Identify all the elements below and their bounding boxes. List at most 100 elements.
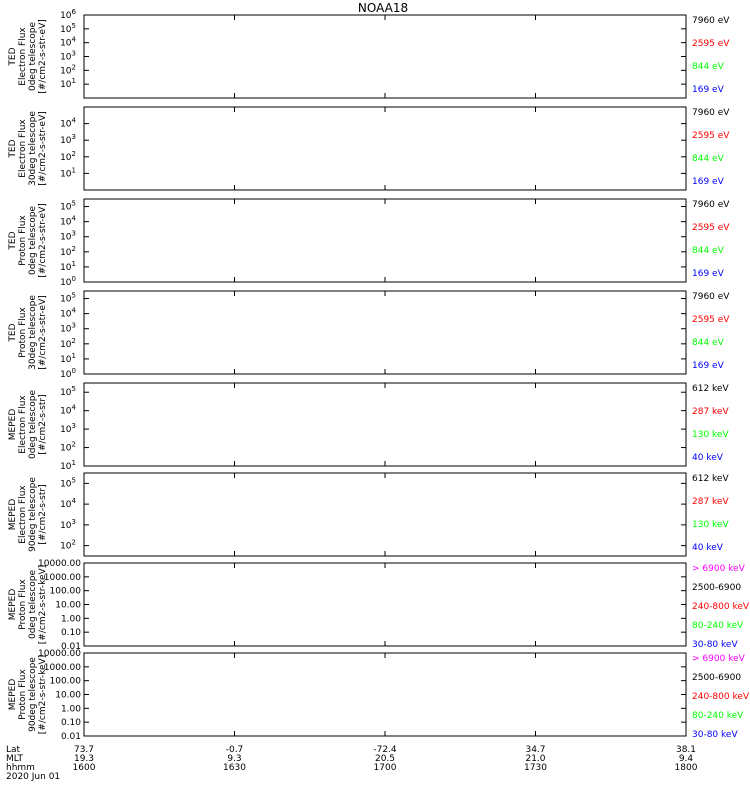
y-axis-label-line: 30deg telescope xyxy=(28,295,38,370)
y-axis-label-line: Proton Flux xyxy=(18,215,28,266)
legend-entry: 2595 eV xyxy=(692,131,730,141)
y-tick-label: 102 xyxy=(60,337,76,350)
legend-entry: 240-800 keV xyxy=(692,692,750,702)
x-tick-label-hhmm: 1730 xyxy=(524,763,547,773)
y-tick-label: 10000.00 xyxy=(38,559,81,569)
y-axis-label-line: TED xyxy=(8,47,18,66)
x-tick-label-mlt: 20.5 xyxy=(375,754,395,764)
legend-entry: 169 eV xyxy=(692,361,725,371)
panel-frame xyxy=(83,14,687,99)
series-group xyxy=(650,618,686,635)
y-tick-label: 101 xyxy=(60,77,76,90)
y-tick-label: 103 xyxy=(60,230,76,243)
y-tick-label: 1.00 xyxy=(61,614,81,624)
y-tick-label: 1000.00 xyxy=(44,573,81,583)
x-row-label: MLT xyxy=(6,754,24,764)
legend-entry: 2500-6900 xyxy=(692,583,741,593)
legend-entry: 612 keV xyxy=(692,384,729,394)
legend-entry: 7960 eV xyxy=(692,200,730,210)
y-tick-label: 102 xyxy=(60,245,76,258)
panel-frame xyxy=(83,198,687,283)
panel-meped-electron-0deg: 101 102 103 104 105 MEPEDElectron Flux0deg te… xyxy=(8,382,729,472)
legend-entry: 169 eV xyxy=(692,85,725,95)
y-tick-label: 101 xyxy=(60,166,76,179)
y-axis-label-line: 0deg telescope xyxy=(28,570,38,640)
y-tick-label: 104 xyxy=(60,404,76,417)
y-axis-label-line: [#/cm2-s-str-keV] xyxy=(38,565,48,644)
y-axis-label-line: TED xyxy=(8,139,18,158)
series-group xyxy=(650,709,686,726)
y-axis-label: MEPEDProton Flux0deg telescope[#/cm2-s-s… xyxy=(8,565,48,644)
y-axis-label-line: 30deg telescope xyxy=(28,111,38,186)
y-axis-label-line: 90deg telescope xyxy=(28,477,38,552)
y-tick-label: 0.01 xyxy=(61,642,81,652)
panel-frame xyxy=(83,652,687,737)
legend-entry: 7960 eV xyxy=(692,108,730,118)
legend-entry: 130 keV xyxy=(692,430,729,440)
y-axis-label-line: Electron Flux xyxy=(18,27,28,86)
y-tick-label: 106 xyxy=(60,8,76,21)
legend-entry: 844 eV xyxy=(692,246,725,256)
y-tick-label: 105 xyxy=(60,200,76,213)
legend-entry: 240-800 keV xyxy=(692,602,750,612)
x-tick-label-lat: 73.7 xyxy=(74,745,94,755)
y-tick-label: 105 xyxy=(60,292,76,305)
y-axis-label-line: MEPED xyxy=(8,589,18,621)
x-row-label: hhmm xyxy=(6,763,35,773)
y-tick-label: 1000.00 xyxy=(44,663,81,673)
legend-entry: 130 keV xyxy=(692,520,729,530)
y-axis-label: MEPEDElectron Flux90deg telescope[#/cm2-… xyxy=(8,477,48,552)
y-tick-label: 101 xyxy=(60,352,76,365)
y-axis-label-line: MEPED xyxy=(8,409,18,441)
y-tick-label: 0.10 xyxy=(61,718,81,728)
y-tick-label: 10.00 xyxy=(55,691,81,701)
y-axis-label-line: MEPED xyxy=(8,499,18,531)
y-axis-label-line: [#/cm2-s-str] xyxy=(38,484,48,544)
x-tick-label-lat: -0.7 xyxy=(226,745,244,755)
y-axis-label-line: 0deg telescope xyxy=(28,390,38,460)
x-tick-label-hhmm: 1600 xyxy=(73,763,96,773)
y-axis-label-line: Proton Flux xyxy=(18,579,28,630)
y-axis-label: MEPEDProton Flux90deg telescope[#/cm2-s-… xyxy=(8,655,48,734)
y-tick-label: 100 xyxy=(60,275,76,288)
y-tick-label: 0.01 xyxy=(61,732,81,742)
y-tick-label: 104 xyxy=(60,497,76,510)
y-axis-label: TEDElectron Flux0deg telescope[#/cm2-s-s… xyxy=(8,19,48,94)
panel-meped-proton-0deg: 0.010.101.0010.00100.001000.0010000.00ME… xyxy=(8,559,750,652)
y-axis-label-line: [#/cm2-s-str-eV] xyxy=(38,111,48,186)
legend-entry: 612 keV xyxy=(692,474,729,484)
y-tick-label: 105 xyxy=(60,385,76,398)
y-axis-label-line: [#/cm2-s-str-eV] xyxy=(38,203,48,278)
y-tick-label: 104 xyxy=(60,36,76,49)
y-axis-label: TEDProton Flux0deg telescope[#/cm2-s-str… xyxy=(8,203,48,278)
legend-entry: 287 keV xyxy=(692,407,729,417)
x-tick-label-mlt: 9.4 xyxy=(679,754,694,764)
y-axis-label-line: 90deg telescope xyxy=(28,657,38,732)
y-tick-label: 102 xyxy=(60,150,76,163)
legend-entry: 2595 eV xyxy=(692,315,730,325)
legend-entry: 844 eV xyxy=(692,154,725,164)
y-tick-label: 100 xyxy=(60,367,76,380)
panel-frame xyxy=(83,472,687,557)
panel-frame xyxy=(83,562,687,647)
legend-entry: 80-240 keV xyxy=(692,621,744,631)
y-tick-label: 101 xyxy=(60,260,76,273)
y-tick-label: 104 xyxy=(60,117,76,130)
y-axis-label-line: Proton Flux xyxy=(18,307,28,358)
y-axis-label-line: [#/cm2-s-str-eV] xyxy=(38,19,48,94)
legend-entry: 844 eV xyxy=(692,62,725,72)
y-tick-label: 103 xyxy=(60,518,76,531)
y-axis-label-line: Electron Flux xyxy=(18,395,28,454)
x-tick-label-mlt: 9.3 xyxy=(227,754,241,764)
y-axis-label: TEDElectron Flux30deg telescope[#/cm2-s-… xyxy=(8,111,48,186)
y-axis-label-line: Electron Flux xyxy=(18,485,28,544)
y-axis-label-line: MEPED xyxy=(8,679,18,711)
y-tick-label: 103 xyxy=(60,322,76,335)
y-axis-label-line: TED xyxy=(8,323,18,342)
y-axis-label: MEPEDElectron Flux0deg telescope[#/cm2-s… xyxy=(8,390,48,460)
legend-entry: 7960 eV xyxy=(692,16,730,26)
